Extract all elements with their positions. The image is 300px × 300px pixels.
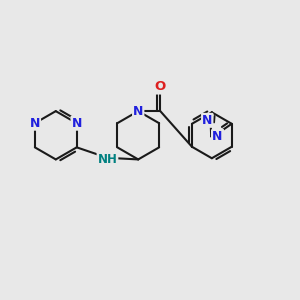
Text: NH: NH	[98, 153, 117, 166]
Text: N: N	[133, 105, 143, 118]
Text: S: S	[214, 130, 223, 143]
Text: O: O	[155, 80, 166, 94]
Text: N: N	[202, 114, 212, 127]
Text: N: N	[212, 130, 222, 143]
Text: N: N	[71, 117, 82, 130]
Text: N: N	[30, 117, 40, 130]
